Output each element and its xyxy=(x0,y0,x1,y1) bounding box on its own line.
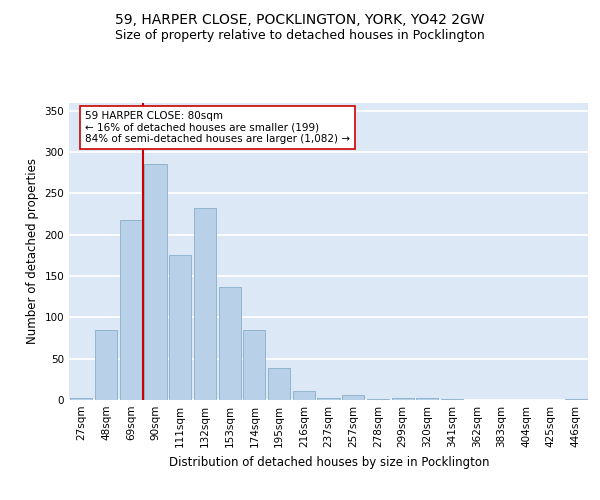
Bar xyxy=(317,398,340,400)
Bar xyxy=(119,220,142,400)
Bar xyxy=(293,391,315,400)
Bar xyxy=(145,164,167,400)
Bar xyxy=(243,330,265,400)
Bar xyxy=(565,399,587,400)
Bar xyxy=(95,330,117,400)
Y-axis label: Number of detached properties: Number of detached properties xyxy=(26,158,39,344)
Text: 59 HARPER CLOSE: 80sqm
← 16% of detached houses are smaller (199)
84% of semi-de: 59 HARPER CLOSE: 80sqm ← 16% of detached… xyxy=(85,111,350,144)
Bar xyxy=(70,398,92,400)
Bar xyxy=(392,398,414,400)
Bar xyxy=(416,398,439,400)
Bar xyxy=(194,208,216,400)
Bar xyxy=(441,399,463,400)
Bar xyxy=(342,395,364,400)
Bar xyxy=(169,254,191,400)
Text: 59, HARPER CLOSE, POCKLINGTON, YORK, YO42 2GW: 59, HARPER CLOSE, POCKLINGTON, YORK, YO4… xyxy=(115,12,485,26)
Text: Distribution of detached houses by size in Pocklington: Distribution of detached houses by size … xyxy=(169,456,489,469)
Bar xyxy=(367,399,389,400)
Bar xyxy=(218,287,241,400)
Text: Size of property relative to detached houses in Pocklington: Size of property relative to detached ho… xyxy=(115,29,485,42)
Bar xyxy=(268,368,290,400)
